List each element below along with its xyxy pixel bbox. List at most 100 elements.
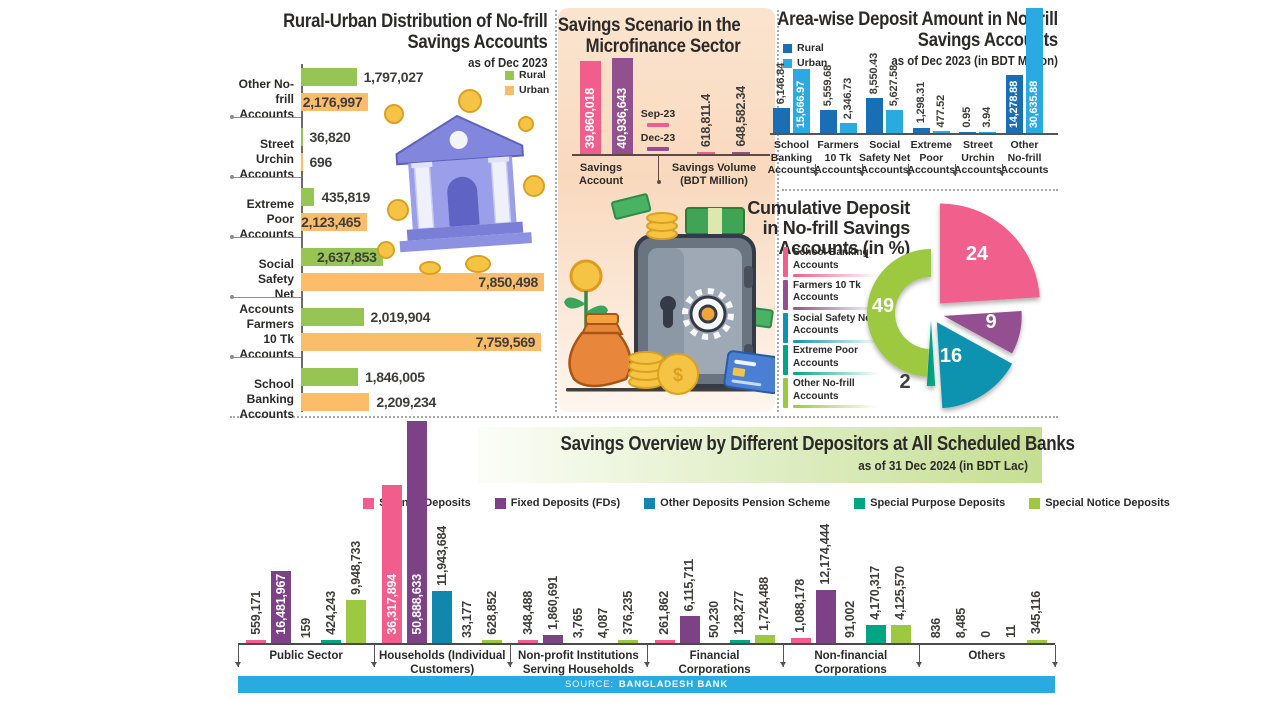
group-divider-arrow [779, 645, 786, 667]
category-separator [230, 175, 301, 179]
subtitle: as of Dec 2023 (in BDT Million) [891, 53, 1058, 69]
title-line: Area-wise Deposit Amount in No-frill [777, 9, 1058, 30]
value-label: 261,862 [657, 590, 672, 635]
rural-urban-title: Rural-Urban Distribution of No-frill Sav… [283, 11, 548, 70]
rural-urban-legend: Rural Urban [505, 69, 549, 99]
value-label: 0.95 [961, 107, 974, 128]
overview-chart: 559,171 16,481,967 159 424,243 9,948,733 36,3… [235, 420, 1058, 696]
category-label: Financial Corporations [678, 650, 751, 677]
category-label: Non-profit Institutions Serving Household… [518, 650, 639, 677]
bar-series-0 [382, 484, 403, 643]
value-label: 1,724,488 [757, 576, 772, 631]
bar-urban: 2,123,465 [301, 213, 367, 231]
legend-label: Urban [519, 84, 550, 96]
bar-series-1 [679, 616, 700, 643]
coin-stack-icon [628, 351, 699, 395]
bar-series-0 [246, 639, 267, 643]
bar-urban: 2,176,997 [301, 93, 369, 111]
category-label: Extreme Poor Accounts [239, 197, 294, 241]
pie-slice-3 [926, 320, 936, 386]
value-label: 2,019,904 [370, 309, 431, 325]
bar-urban [979, 132, 997, 133]
bar-series-4 [618, 639, 639, 643]
value-label: 348,488 [520, 590, 535, 635]
value-label: 7,850,498 [478, 274, 538, 290]
value-label: 9,948,733 [348, 540, 363, 595]
category-label: School Banking Accounts [239, 377, 294, 421]
group-divider [656, 156, 661, 184]
legend-label: Other No-frill Accounts [793, 378, 855, 402]
area-deposit-legend: Rural Urban [783, 42, 827, 72]
legend-swatch [1029, 497, 1041, 509]
value-label: 1,846,005 [365, 369, 425, 385]
title-line: in No-frill Savings [762, 218, 911, 239]
legend-item: Special Purpose Deposits [854, 497, 1005, 509]
bar-urban [839, 123, 857, 133]
legend-label: Rural [519, 69, 546, 81]
value-label: 36,317,894 [384, 574, 399, 635]
legend-label: Special Purpose Deposits [870, 497, 1006, 509]
source-name: BANGLADESH BANK [618, 679, 728, 690]
legend-label: School Banking Accounts [793, 247, 869, 271]
pie-value-label: 24 [966, 243, 989, 265]
bar-dec-23 [732, 152, 750, 154]
legend-underline [793, 339, 879, 343]
bank-illustration [377, 89, 545, 275]
overview-subtitle: as of 31 Dec 2024 (in BDT Lac) [858, 458, 1028, 473]
category-label: Savings Volume (BDT Million) [671, 162, 757, 188]
legend-swatch [783, 378, 788, 409]
value-label: 40,936,643 [615, 88, 629, 149]
rural-urban-chart: Other No-frill Accounts 1,797,027 2,176,997… [230, 64, 554, 421]
plot-area: 559,171 16,481,967 159 424,243 9,948,733 36,3… [238, 420, 1055, 643]
value-label: 128,277 [732, 590, 747, 635]
title-line: Accounts (in %) [778, 238, 910, 259]
microfinance-chart: 39,860,018 40,936,643 Savings Account 618,81… [558, 8, 775, 208]
overview-title: Savings Overview by Different Depositors… [560, 433, 1076, 455]
value-label: 2,637,853 [317, 249, 377, 265]
bar-series-3 [729, 639, 750, 643]
category-label: Others [968, 650, 1006, 662]
area-deposit-title: Area-wise Deposit Amount in No-frill Sav… [777, 9, 1058, 69]
legend-item: Fixed Deposits (FDs) [494, 497, 620, 509]
pie-slice-4 [866, 249, 931, 377]
legend-item: Special Notice Deposits [1029, 497, 1170, 509]
legend-underline [793, 405, 879, 409]
bar-rural: 2,637,853 [301, 248, 383, 266]
bar-series-1 [815, 589, 836, 643]
legend-underline [793, 306, 879, 310]
category-label: Farmers 10 Tk Accounts [239, 317, 294, 361]
bar-urban [886, 110, 904, 133]
bar-series-1 [271, 571, 292, 643]
group-divider-arrow [999, 164, 1005, 176]
category-label: Public Sector [269, 650, 343, 662]
legend-item: Dec-23 [638, 132, 678, 151]
category-label: Social Safety Net Accounts [239, 257, 294, 316]
legend-swatch [647, 123, 669, 127]
value-label: 559,171 [248, 590, 263, 635]
legend-item: Rural [505, 69, 549, 81]
legend-swatch [783, 312, 788, 343]
divider-left-middle [555, 10, 557, 412]
value-label: 8,550.43 [868, 52, 881, 95]
value-label: 2,176,997 [302, 94, 363, 110]
legend-swatch [783, 247, 788, 277]
legend-label: Other Deposits Pension Scheme [660, 497, 831, 509]
cumulative-title: Cumulative Deposit in No-frill Savings A… [747, 198, 910, 258]
value-label: 8,485 [954, 607, 969, 638]
legend-underline [793, 372, 879, 376]
value-label: 618,811.4 [698, 93, 713, 147]
legend-swatch [783, 58, 792, 68]
bar-rural [773, 107, 790, 133]
legend-underline [793, 274, 879, 277]
title-line: Savings Scenario in the [557, 15, 740, 36]
title-line: Savings Accounts [917, 29, 1058, 51]
bar-urban: 7,850,498 [301, 273, 544, 291]
bar-rural [301, 128, 303, 146]
value-label: 30,635.88 [1028, 80, 1040, 128]
title-line: Microfinance Sector [585, 35, 740, 57]
value-label: 1,298.31 [914, 82, 927, 124]
bar-series-3 [865, 624, 886, 643]
bar-rural [301, 368, 359, 386]
legend-swatch [854, 497, 866, 509]
